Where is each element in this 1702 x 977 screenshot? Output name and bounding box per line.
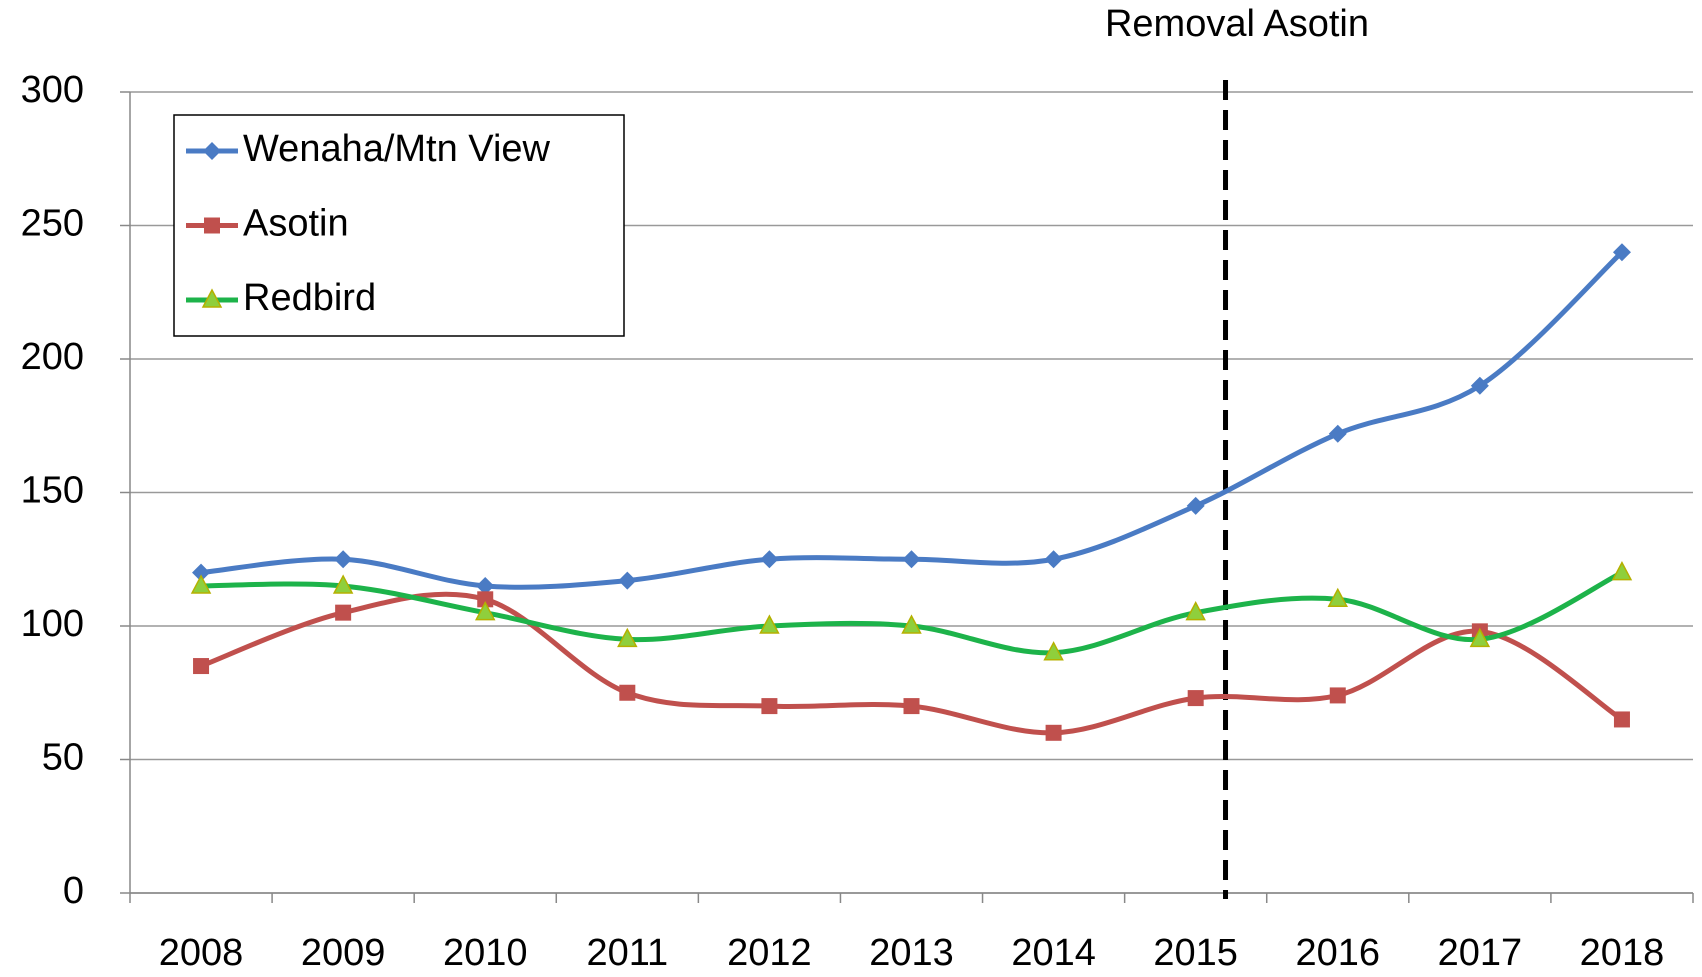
marker xyxy=(761,698,778,715)
y-tick-label: 100 xyxy=(21,603,84,645)
marker xyxy=(476,576,495,595)
legend-box xyxy=(173,114,625,337)
marker xyxy=(204,217,220,234)
x-tick-label: 2011 xyxy=(586,932,668,974)
marker xyxy=(1328,424,1347,443)
x-tick-label: 2017 xyxy=(1438,932,1523,974)
x-tick-label: 2013 xyxy=(869,932,954,974)
y-tick-label: 0 xyxy=(63,870,84,912)
marker xyxy=(1044,550,1063,569)
marker xyxy=(1185,601,1206,621)
x-tick-label: 2008 xyxy=(159,932,244,974)
y-tick-label: 200 xyxy=(21,336,84,378)
series-line xyxy=(201,570,1624,656)
legend-label: Asotin xyxy=(243,203,349,245)
legend: Wenaha/Mtn View Asotin Redbird xyxy=(173,114,625,337)
marker xyxy=(903,698,920,715)
marker xyxy=(1612,243,1631,262)
marker xyxy=(901,614,922,634)
marker xyxy=(760,550,779,569)
marker xyxy=(1469,627,1491,648)
y-tick-label: 50 xyxy=(42,737,84,779)
legend-label: Wenaha/Mtn View xyxy=(243,128,551,170)
marker xyxy=(203,142,221,160)
marker xyxy=(1186,496,1205,515)
y-tick-label: 150 xyxy=(21,470,84,512)
marker xyxy=(474,601,496,621)
marker xyxy=(1329,687,1346,704)
marker xyxy=(902,550,921,569)
y-tick-label: 250 xyxy=(21,203,84,245)
x-tick-label: 2009 xyxy=(301,932,386,974)
series-line xyxy=(200,250,1624,590)
marker xyxy=(477,591,494,608)
marker xyxy=(1470,376,1489,395)
marker xyxy=(335,604,352,621)
marker xyxy=(193,658,210,675)
x-tick-label: 2014 xyxy=(1011,932,1096,974)
y-tick-label: 300 xyxy=(21,69,84,111)
marker xyxy=(1043,641,1064,661)
marker xyxy=(201,288,223,308)
marker xyxy=(1187,690,1204,707)
x-tick-label: 2015 xyxy=(1153,932,1238,974)
marker xyxy=(1327,587,1349,608)
marker xyxy=(759,614,780,634)
marker xyxy=(618,571,637,590)
marker xyxy=(619,684,636,701)
legend-label: Redbird xyxy=(243,277,376,319)
annotation: Removal Asotin xyxy=(1105,3,1369,45)
x-tick-label: 2018 xyxy=(1580,932,1665,974)
marker xyxy=(1045,724,1062,741)
x-tick-label: 2010 xyxy=(443,932,528,974)
marker xyxy=(1613,711,1630,728)
marker xyxy=(192,563,211,582)
marker xyxy=(190,574,212,594)
marker xyxy=(332,574,354,594)
x-tick-label: 2016 xyxy=(1295,932,1380,974)
marker xyxy=(334,550,353,569)
marker xyxy=(1611,560,1633,581)
x-tick-label: 2012 xyxy=(727,932,812,974)
marker xyxy=(617,627,638,648)
